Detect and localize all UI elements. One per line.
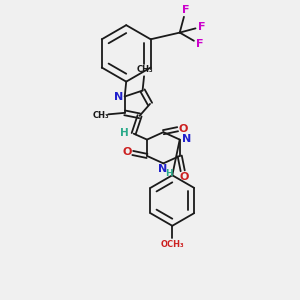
Text: CH₃: CH₃ [136, 65, 153, 74]
Text: F: F [196, 39, 203, 49]
Text: O: O [178, 124, 188, 134]
Text: CH₃: CH₃ [93, 111, 109, 120]
Text: F: F [198, 22, 206, 32]
Text: N: N [158, 164, 167, 174]
Text: N: N [114, 92, 123, 101]
Text: O: O [179, 172, 189, 182]
Text: F: F [182, 5, 189, 16]
Text: OCH₃: OCH₃ [161, 240, 184, 249]
Text: H: H [120, 128, 129, 138]
Text: N: N [182, 134, 191, 144]
Text: O: O [123, 147, 132, 158]
Text: H: H [165, 169, 172, 178]
